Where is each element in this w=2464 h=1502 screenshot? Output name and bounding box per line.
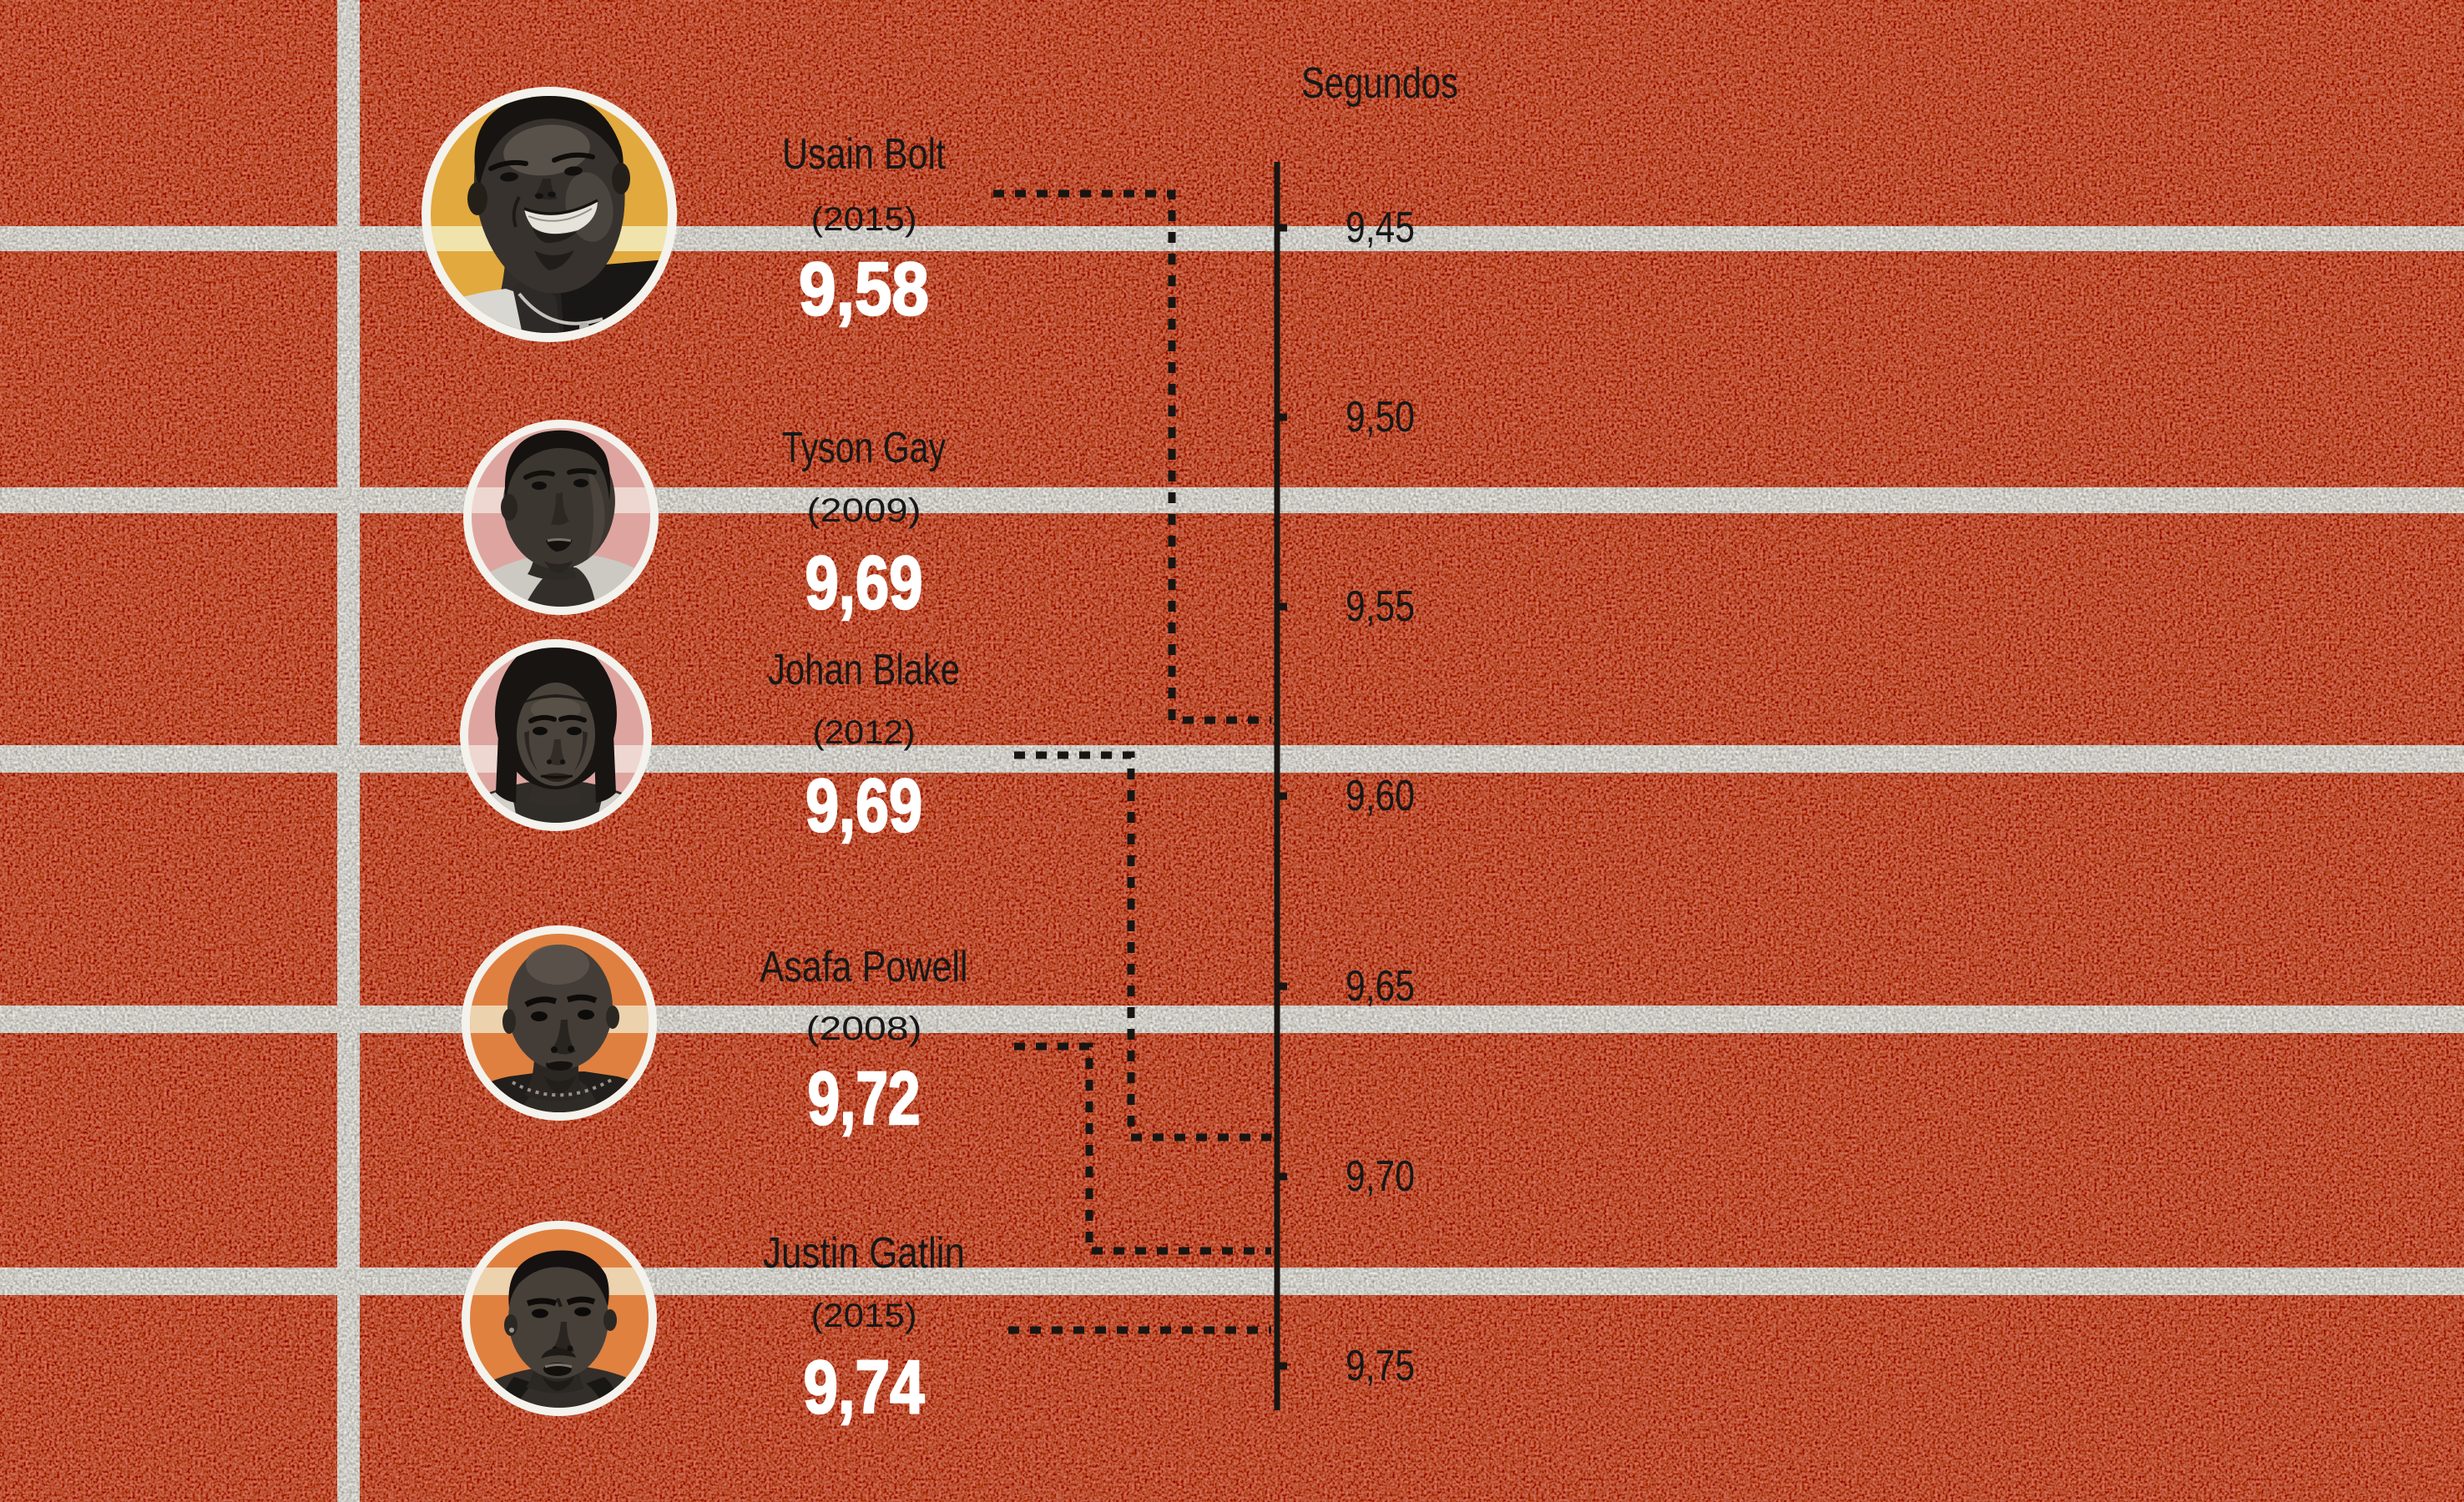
svg-text:(2015): (2015) xyxy=(811,1298,917,1334)
svg-text:Justin Gatlin: Justin Gatlin xyxy=(763,1229,965,1278)
svg-text:Johan Blake: Johan Blake xyxy=(768,646,960,694)
svg-text:9,45: 9,45 xyxy=(1346,204,1415,252)
svg-text:Segundos: Segundos xyxy=(1301,59,1458,108)
svg-text:Tyson Gay: Tyson Gay xyxy=(782,424,946,472)
svg-text:9,72: 9,72 xyxy=(808,1057,921,1141)
svg-text:(2009): (2009) xyxy=(807,492,921,529)
svg-text:(2008): (2008) xyxy=(806,1011,922,1047)
svg-text:9,65: 9,65 xyxy=(1346,962,1415,1011)
svg-text:(2015): (2015) xyxy=(811,201,917,238)
svg-text:9,69: 9,69 xyxy=(805,764,922,848)
svg-text:9,50: 9,50 xyxy=(1346,393,1415,441)
svg-text:9,60: 9,60 xyxy=(1346,772,1415,820)
svg-text:9,75: 9,75 xyxy=(1346,1342,1415,1390)
svg-text:9,58: 9,58 xyxy=(799,248,929,331)
svg-text:9,69: 9,69 xyxy=(805,542,923,625)
svg-text:9,74: 9,74 xyxy=(804,1346,925,1429)
svg-text:Asafa Powell: Asafa Powell xyxy=(760,943,968,991)
svg-text:(2012): (2012) xyxy=(813,714,916,751)
svg-text:9,55: 9,55 xyxy=(1346,582,1415,631)
svg-text:9,70: 9,70 xyxy=(1346,1152,1415,1201)
svg-text:Usain Bolt: Usain Bolt xyxy=(782,130,946,179)
